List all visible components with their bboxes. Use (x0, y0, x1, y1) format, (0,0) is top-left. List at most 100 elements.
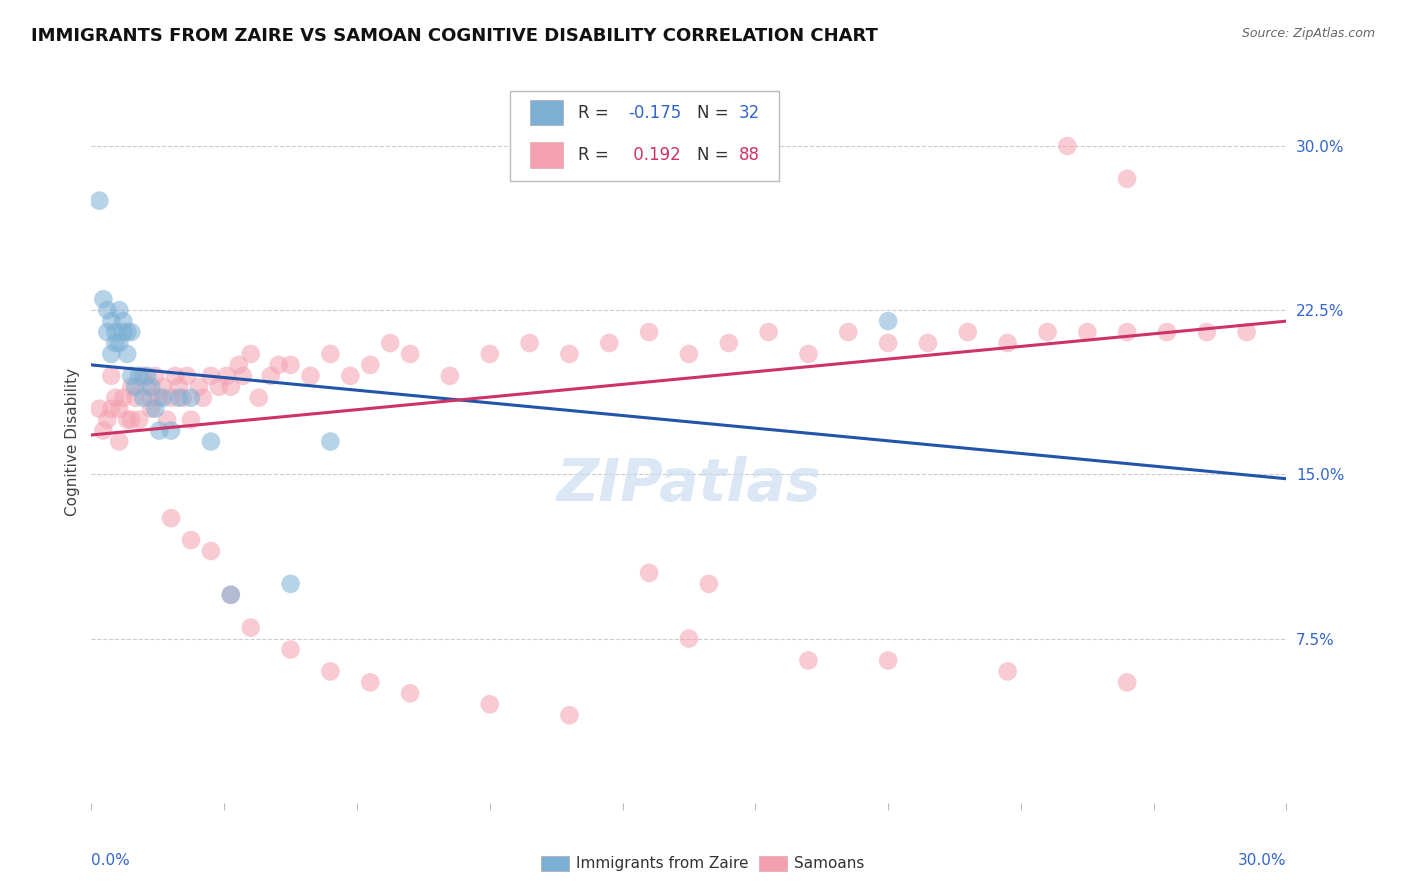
Point (558, 708, 581, 723)
Point (917, 336, 939, 351)
Point (758, 325, 780, 339)
Text: 0.192: 0.192 (628, 146, 681, 164)
Point (1156, 325, 1178, 339)
Point (200, 434, 222, 449)
Point (143, 368, 166, 383)
Point (997, 336, 1019, 351)
Point (163, 368, 186, 383)
Point (188, 380, 211, 394)
Text: ZIPatlas: ZIPatlas (557, 457, 821, 514)
Point (96, 325, 118, 339)
Point (93, 292, 115, 306)
Point (112, 314, 135, 328)
Point (280, 358, 302, 372)
Point (215, 368, 238, 383)
Point (100, 368, 122, 383)
Point (120, 325, 142, 339)
Point (267, 358, 290, 372)
Point (148, 424, 170, 438)
Point (167, 391, 190, 405)
Point (160, 424, 183, 438)
Point (148, 391, 170, 405)
Point (200, 544, 222, 558)
Point (96, 303, 118, 318)
Point (359, 358, 381, 372)
Point (180, 412, 202, 426)
Point (132, 368, 155, 383)
Point (519, 336, 541, 351)
Point (319, 665, 342, 679)
Point (232, 368, 254, 383)
Point (96, 412, 118, 426)
Point (108, 401, 131, 416)
Point (167, 380, 190, 394)
Point (1236, 325, 1258, 339)
Point (1116, 325, 1139, 339)
Point (160, 391, 183, 405)
Point (136, 380, 159, 394)
Text: Immigrants from Zaire: Immigrants from Zaire (576, 856, 749, 871)
Point (180, 391, 202, 405)
Point (247, 391, 270, 405)
Point (877, 336, 900, 351)
Point (378, 336, 402, 351)
Point (108, 336, 131, 351)
Text: N =: N = (697, 146, 728, 164)
Point (638, 325, 661, 339)
Point (956, 325, 979, 339)
Point (180, 533, 202, 547)
Point (678, 347, 700, 361)
Point (228, 358, 250, 372)
Point (136, 368, 159, 383)
Text: -0.175: -0.175 (628, 103, 682, 121)
Text: R =: R = (578, 103, 609, 121)
Text: R =: R = (578, 146, 609, 164)
Point (219, 588, 242, 602)
Point (339, 368, 361, 383)
Point (115, 412, 138, 426)
Point (112, 325, 135, 339)
Point (280, 642, 302, 657)
Point (219, 588, 242, 602)
Point (93, 424, 115, 438)
Point (598, 336, 620, 351)
Point (1195, 325, 1218, 339)
Point (837, 325, 859, 339)
Point (108, 434, 131, 449)
Point (176, 368, 198, 383)
Point (124, 391, 146, 405)
Point (141, 380, 162, 394)
Point (219, 380, 242, 394)
Point (877, 653, 900, 667)
Point (191, 391, 214, 405)
Point (115, 325, 138, 339)
FancyBboxPatch shape (530, 142, 564, 168)
Point (678, 632, 700, 646)
Point (1076, 325, 1098, 339)
Point (156, 412, 179, 426)
Point (797, 347, 820, 361)
Point (997, 665, 1019, 679)
Text: 0.0%: 0.0% (91, 854, 131, 869)
Point (160, 511, 183, 525)
Point (100, 314, 122, 328)
Point (120, 380, 142, 394)
Text: 30.0%: 30.0% (1239, 854, 1286, 869)
Point (104, 336, 127, 351)
FancyBboxPatch shape (509, 91, 779, 181)
Point (478, 698, 501, 712)
Point (89, 401, 111, 416)
Text: Source: ZipAtlas.com: Source: ZipAtlas.com (1241, 27, 1375, 40)
Point (120, 368, 142, 383)
Text: IMMIGRANTS FROM ZAIRE VS SAMOAN COGNITIVE DISABILITY CORRELATION CHART: IMMIGRANTS FROM ZAIRE VS SAMOAN COGNITIV… (31, 27, 877, 45)
Text: N =: N = (697, 103, 728, 121)
Point (797, 653, 820, 667)
Y-axis label: Cognitive Disability: Cognitive Disability (65, 368, 80, 516)
Point (280, 577, 302, 591)
Point (359, 675, 381, 690)
Point (141, 391, 162, 405)
Point (104, 325, 127, 339)
Point (399, 347, 422, 361)
Point (478, 347, 501, 361)
Point (172, 391, 194, 405)
